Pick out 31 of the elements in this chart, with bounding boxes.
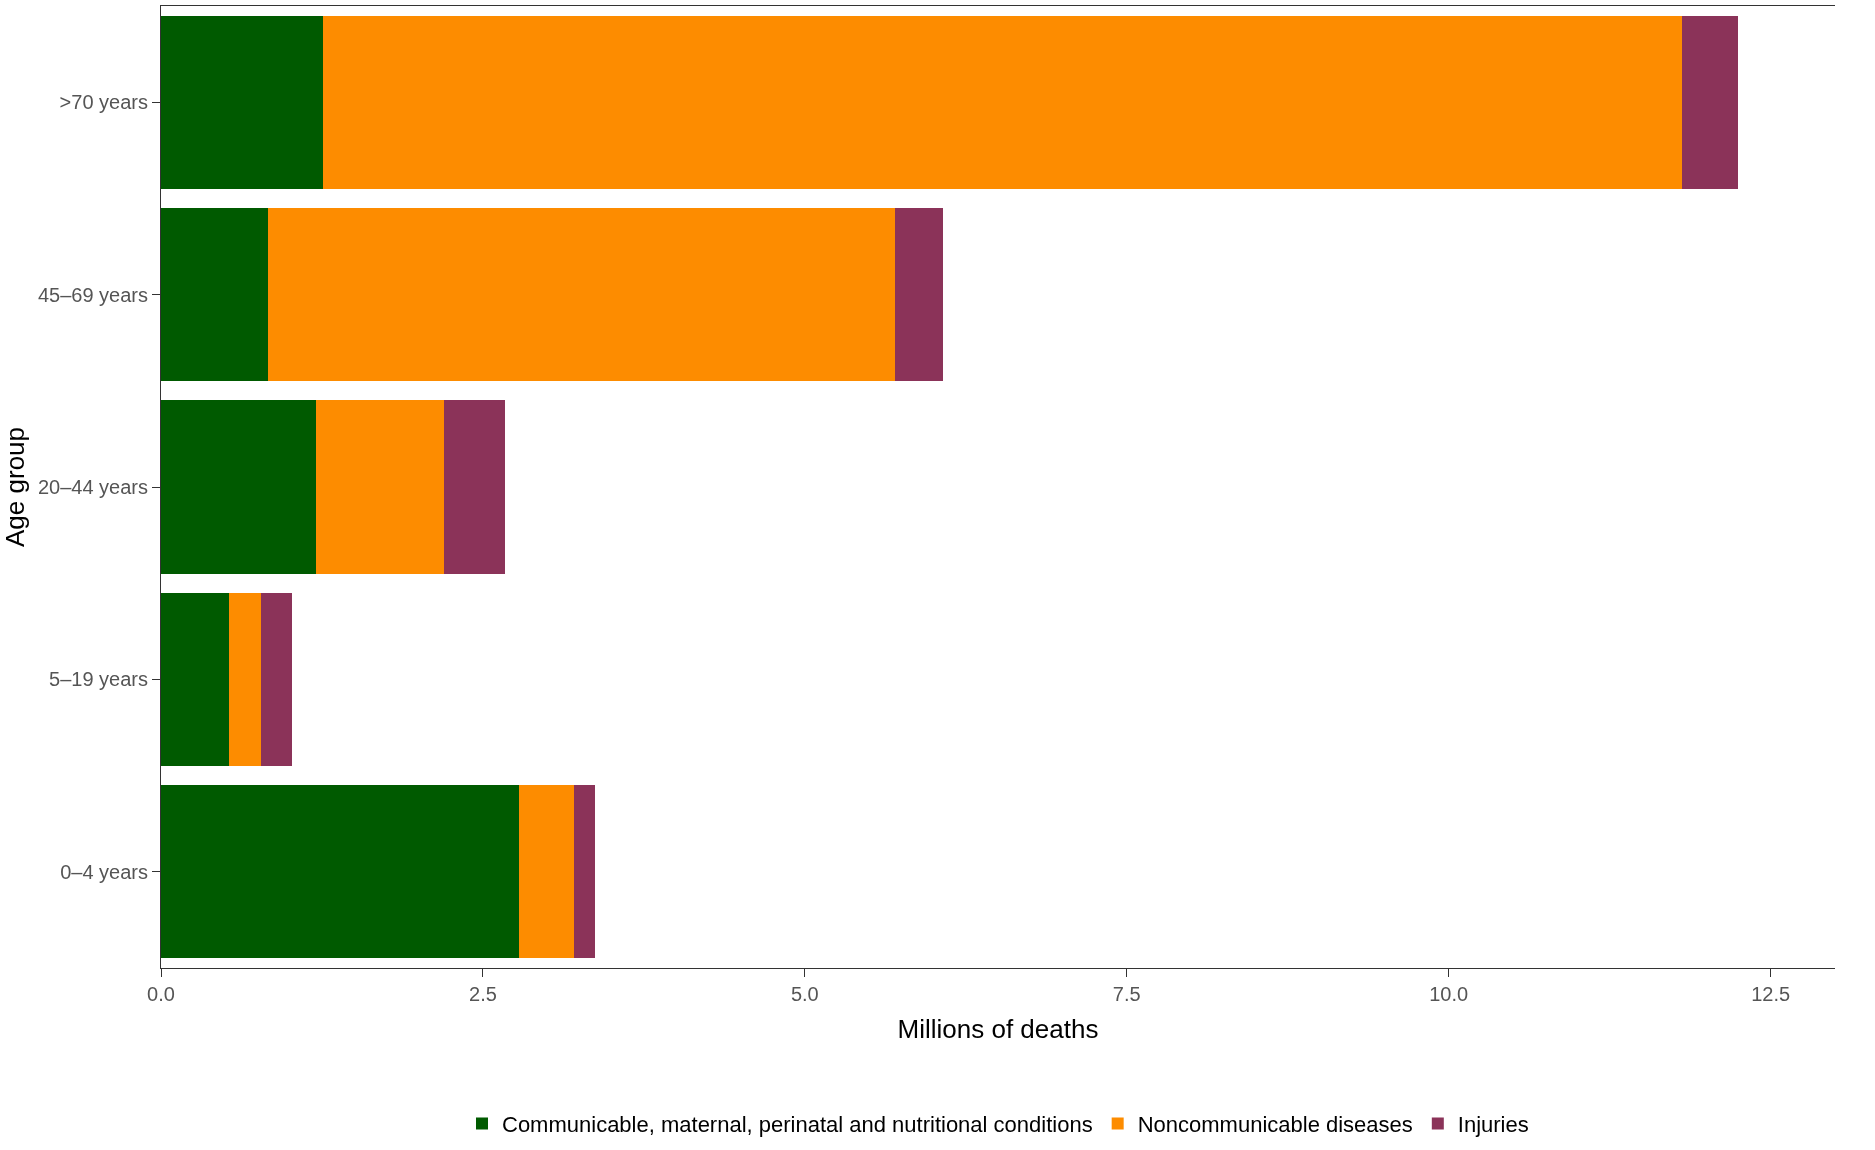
bar xyxy=(315,400,445,574)
legend-label: Injuries xyxy=(1457,1112,1529,1138)
y-tick-label: 0–4 years xyxy=(60,860,148,883)
bar xyxy=(161,400,316,574)
bar xyxy=(894,208,943,382)
bar xyxy=(261,592,293,766)
bar xyxy=(161,15,324,189)
y-tick-label: 5–19 years xyxy=(49,668,148,691)
y-axis-title: Age group xyxy=(0,427,30,547)
bar xyxy=(161,592,230,766)
bar xyxy=(267,208,895,382)
y-tick-label: 20–44 years xyxy=(37,476,148,498)
bar xyxy=(229,592,262,766)
y-tick-label: 45–69 years xyxy=(37,283,148,306)
bar xyxy=(323,15,1682,189)
x-tick-label: 5.0 xyxy=(790,983,819,1005)
x-tick-label: 7.5 xyxy=(1112,983,1141,1005)
x-tick-label: 10.0 xyxy=(1429,983,1469,1005)
legend-label: Communicable, maternal, perinatal and nutritional conditions xyxy=(502,1112,1093,1138)
bar xyxy=(444,400,505,574)
legend-label: Noncommunicable diseases xyxy=(1137,1112,1413,1138)
bar xyxy=(1681,15,1739,189)
bar xyxy=(574,785,595,959)
x-axis-title: Millions of deaths xyxy=(897,1013,1099,1044)
bar xyxy=(161,208,268,382)
bar xyxy=(161,785,519,959)
bar xyxy=(518,785,575,959)
y-tick-label: >70 years xyxy=(59,91,148,114)
x-tick-label: 12.5 xyxy=(1751,983,1791,1005)
x-tick-label: 0.0 xyxy=(147,983,175,1005)
x-tick-label: 2.5 xyxy=(469,983,497,1005)
